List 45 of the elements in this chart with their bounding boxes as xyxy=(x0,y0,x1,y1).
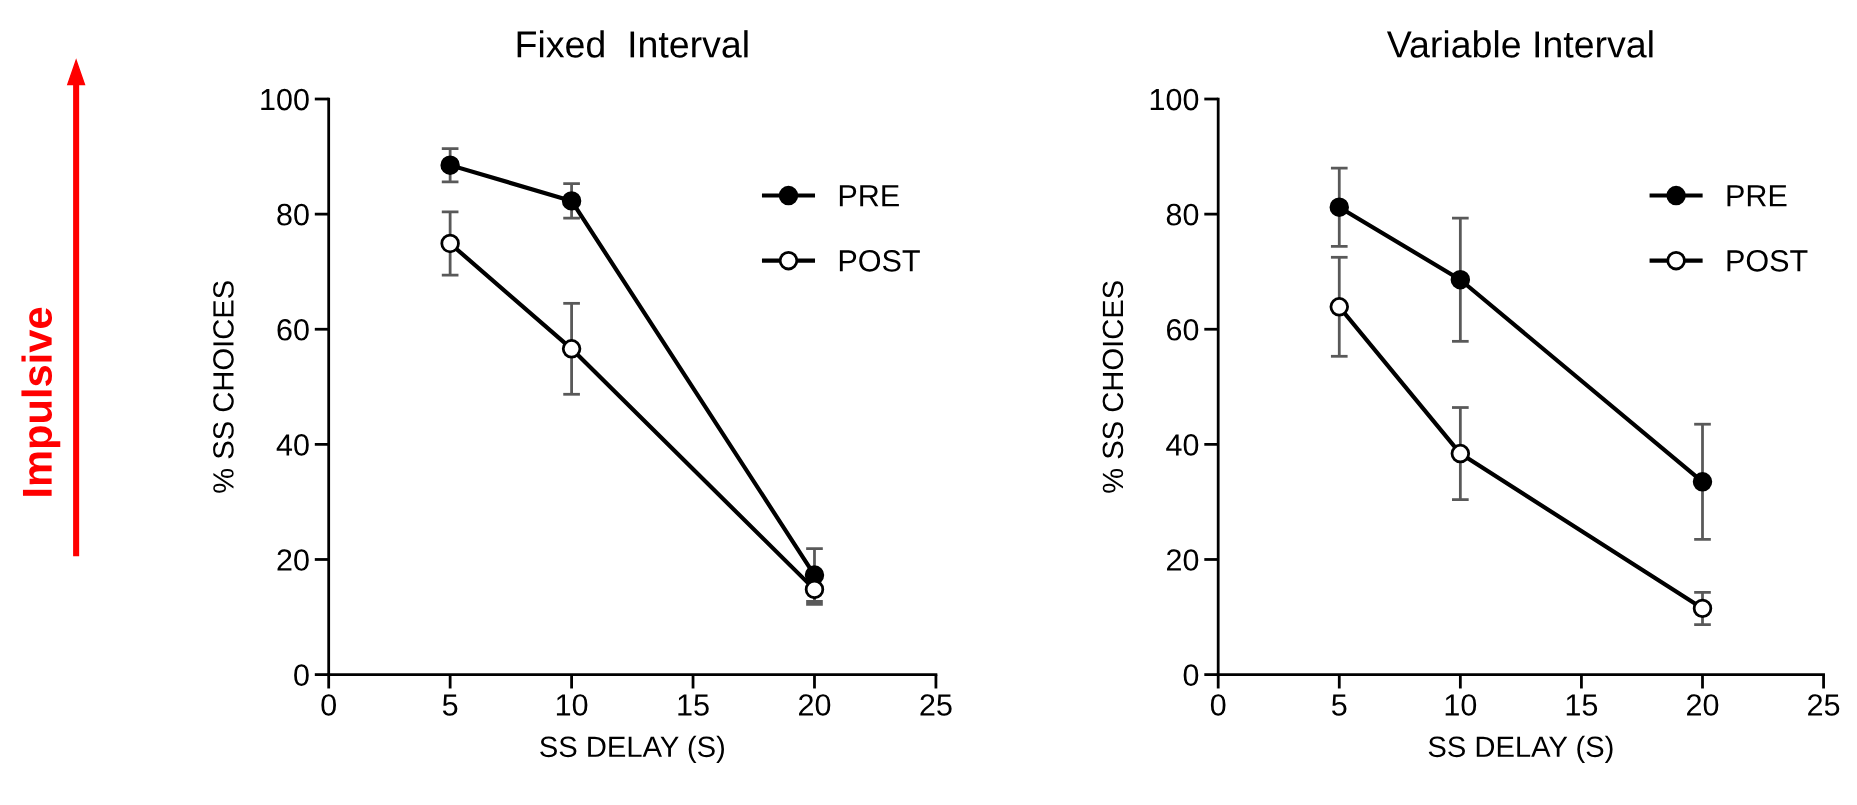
point xyxy=(1692,598,1713,619)
x-tick-label: 15 xyxy=(678,694,709,716)
point xyxy=(440,233,460,254)
y-tick-label: 60 xyxy=(277,318,309,341)
x-tick-label: 15 xyxy=(1566,694,1598,716)
legend-label: POST xyxy=(839,250,920,272)
x-tick-label: 10 xyxy=(1445,694,1477,716)
x-tick-label: 20 xyxy=(1687,694,1719,716)
y-tick-label: 60 xyxy=(1167,318,1199,341)
x-tick-label: 0 xyxy=(1210,694,1226,716)
x-tick-label: 20 xyxy=(799,694,831,716)
y-tick-label: 100 xyxy=(261,88,309,111)
y-tick-label: 0 xyxy=(1183,664,1199,686)
y-tick-label: 100 xyxy=(1150,88,1199,111)
legend-label: POST xyxy=(1727,250,1808,272)
x-tick-label: 10 xyxy=(556,694,588,716)
legend-label: PRE xyxy=(1727,185,1787,207)
x-tick-label: 0 xyxy=(321,694,336,716)
x-tick-label: 5 xyxy=(1331,694,1347,716)
point xyxy=(561,191,582,211)
point xyxy=(1450,443,1471,464)
y-tick-label: 40 xyxy=(1166,434,1199,456)
point xyxy=(561,339,582,359)
point xyxy=(1692,472,1713,492)
y-axis-title: % SS CHOICES xyxy=(213,281,234,493)
point xyxy=(1329,197,1349,217)
y-tick-label: 20 xyxy=(277,549,309,571)
y-tick-label: 80 xyxy=(1166,203,1199,226)
x-tick-label: 5 xyxy=(442,694,458,716)
point xyxy=(1329,297,1349,317)
chart-title: Fixed Interval xyxy=(517,30,748,58)
x-axis-title: SS DELAY (S) xyxy=(1428,735,1613,763)
point xyxy=(1450,270,1471,290)
point xyxy=(440,155,460,175)
x-tick-label: 25 xyxy=(920,694,952,716)
y-tick-label: 80 xyxy=(277,203,309,226)
y-tick-label: 40 xyxy=(276,434,309,456)
chart-title: Variable Interval xyxy=(1386,30,1653,58)
x-axis-title: SS DELAY (S) xyxy=(540,735,724,763)
y-axis-title: % SS CHOICES xyxy=(1102,281,1124,493)
y-tick-label: 0 xyxy=(294,664,309,686)
y-tick-label: 20 xyxy=(1167,549,1199,571)
text: Impulsive xyxy=(21,307,61,496)
legend-label: PRE xyxy=(839,185,899,207)
x-tick-label: 25 xyxy=(1808,694,1840,716)
